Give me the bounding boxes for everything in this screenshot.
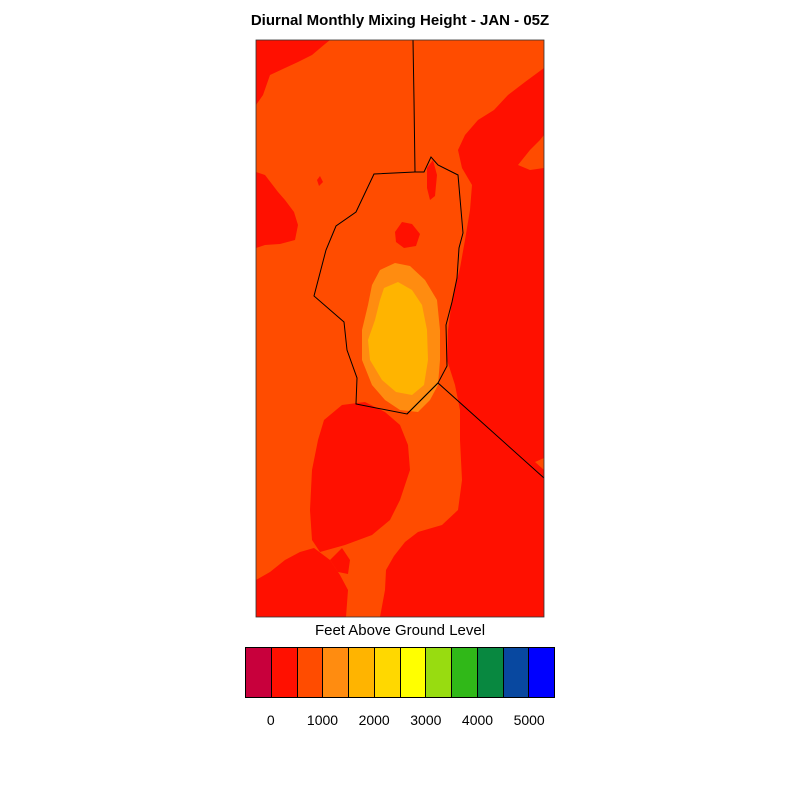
colorbar-swatch — [452, 648, 478, 697]
colorbar-tick-label: 1000 — [306, 712, 339, 728]
colorbar-swatch — [323, 648, 349, 697]
colorbar-swatch — [271, 648, 298, 697]
boundary-lines — [313, 40, 544, 479]
colorbar-tick-label: 2000 — [358, 712, 390, 728]
colorbar-swatch — [297, 648, 324, 697]
colorbar-swatch — [374, 648, 401, 697]
colorbar-tick-label: 3000 — [410, 712, 442, 728]
colorbar-swatch — [529, 648, 554, 697]
contour-level-3-region — [368, 282, 428, 395]
colorbar-tick-label: 5000 — [513, 712, 545, 728]
colorbar-swatch — [349, 648, 375, 697]
map-frame — [255, 39, 545, 618]
colorbar-swatch — [400, 648, 427, 697]
colorbar-tick-label: 0 — [266, 712, 275, 728]
colorbar-swatch — [503, 648, 530, 697]
colorbar — [245, 647, 555, 698]
colorbar-title: Feet Above Ground Level — [314, 622, 486, 639]
colorbar-swatch — [246, 648, 272, 697]
colorbar-swatch — [477, 648, 504, 697]
colorbar-swatch — [426, 648, 452, 697]
map-title: Diurnal Monthly Mixing Height - JAN - 05… — [250, 12, 550, 29]
colorbar-tick-label: 4000 — [461, 712, 494, 728]
